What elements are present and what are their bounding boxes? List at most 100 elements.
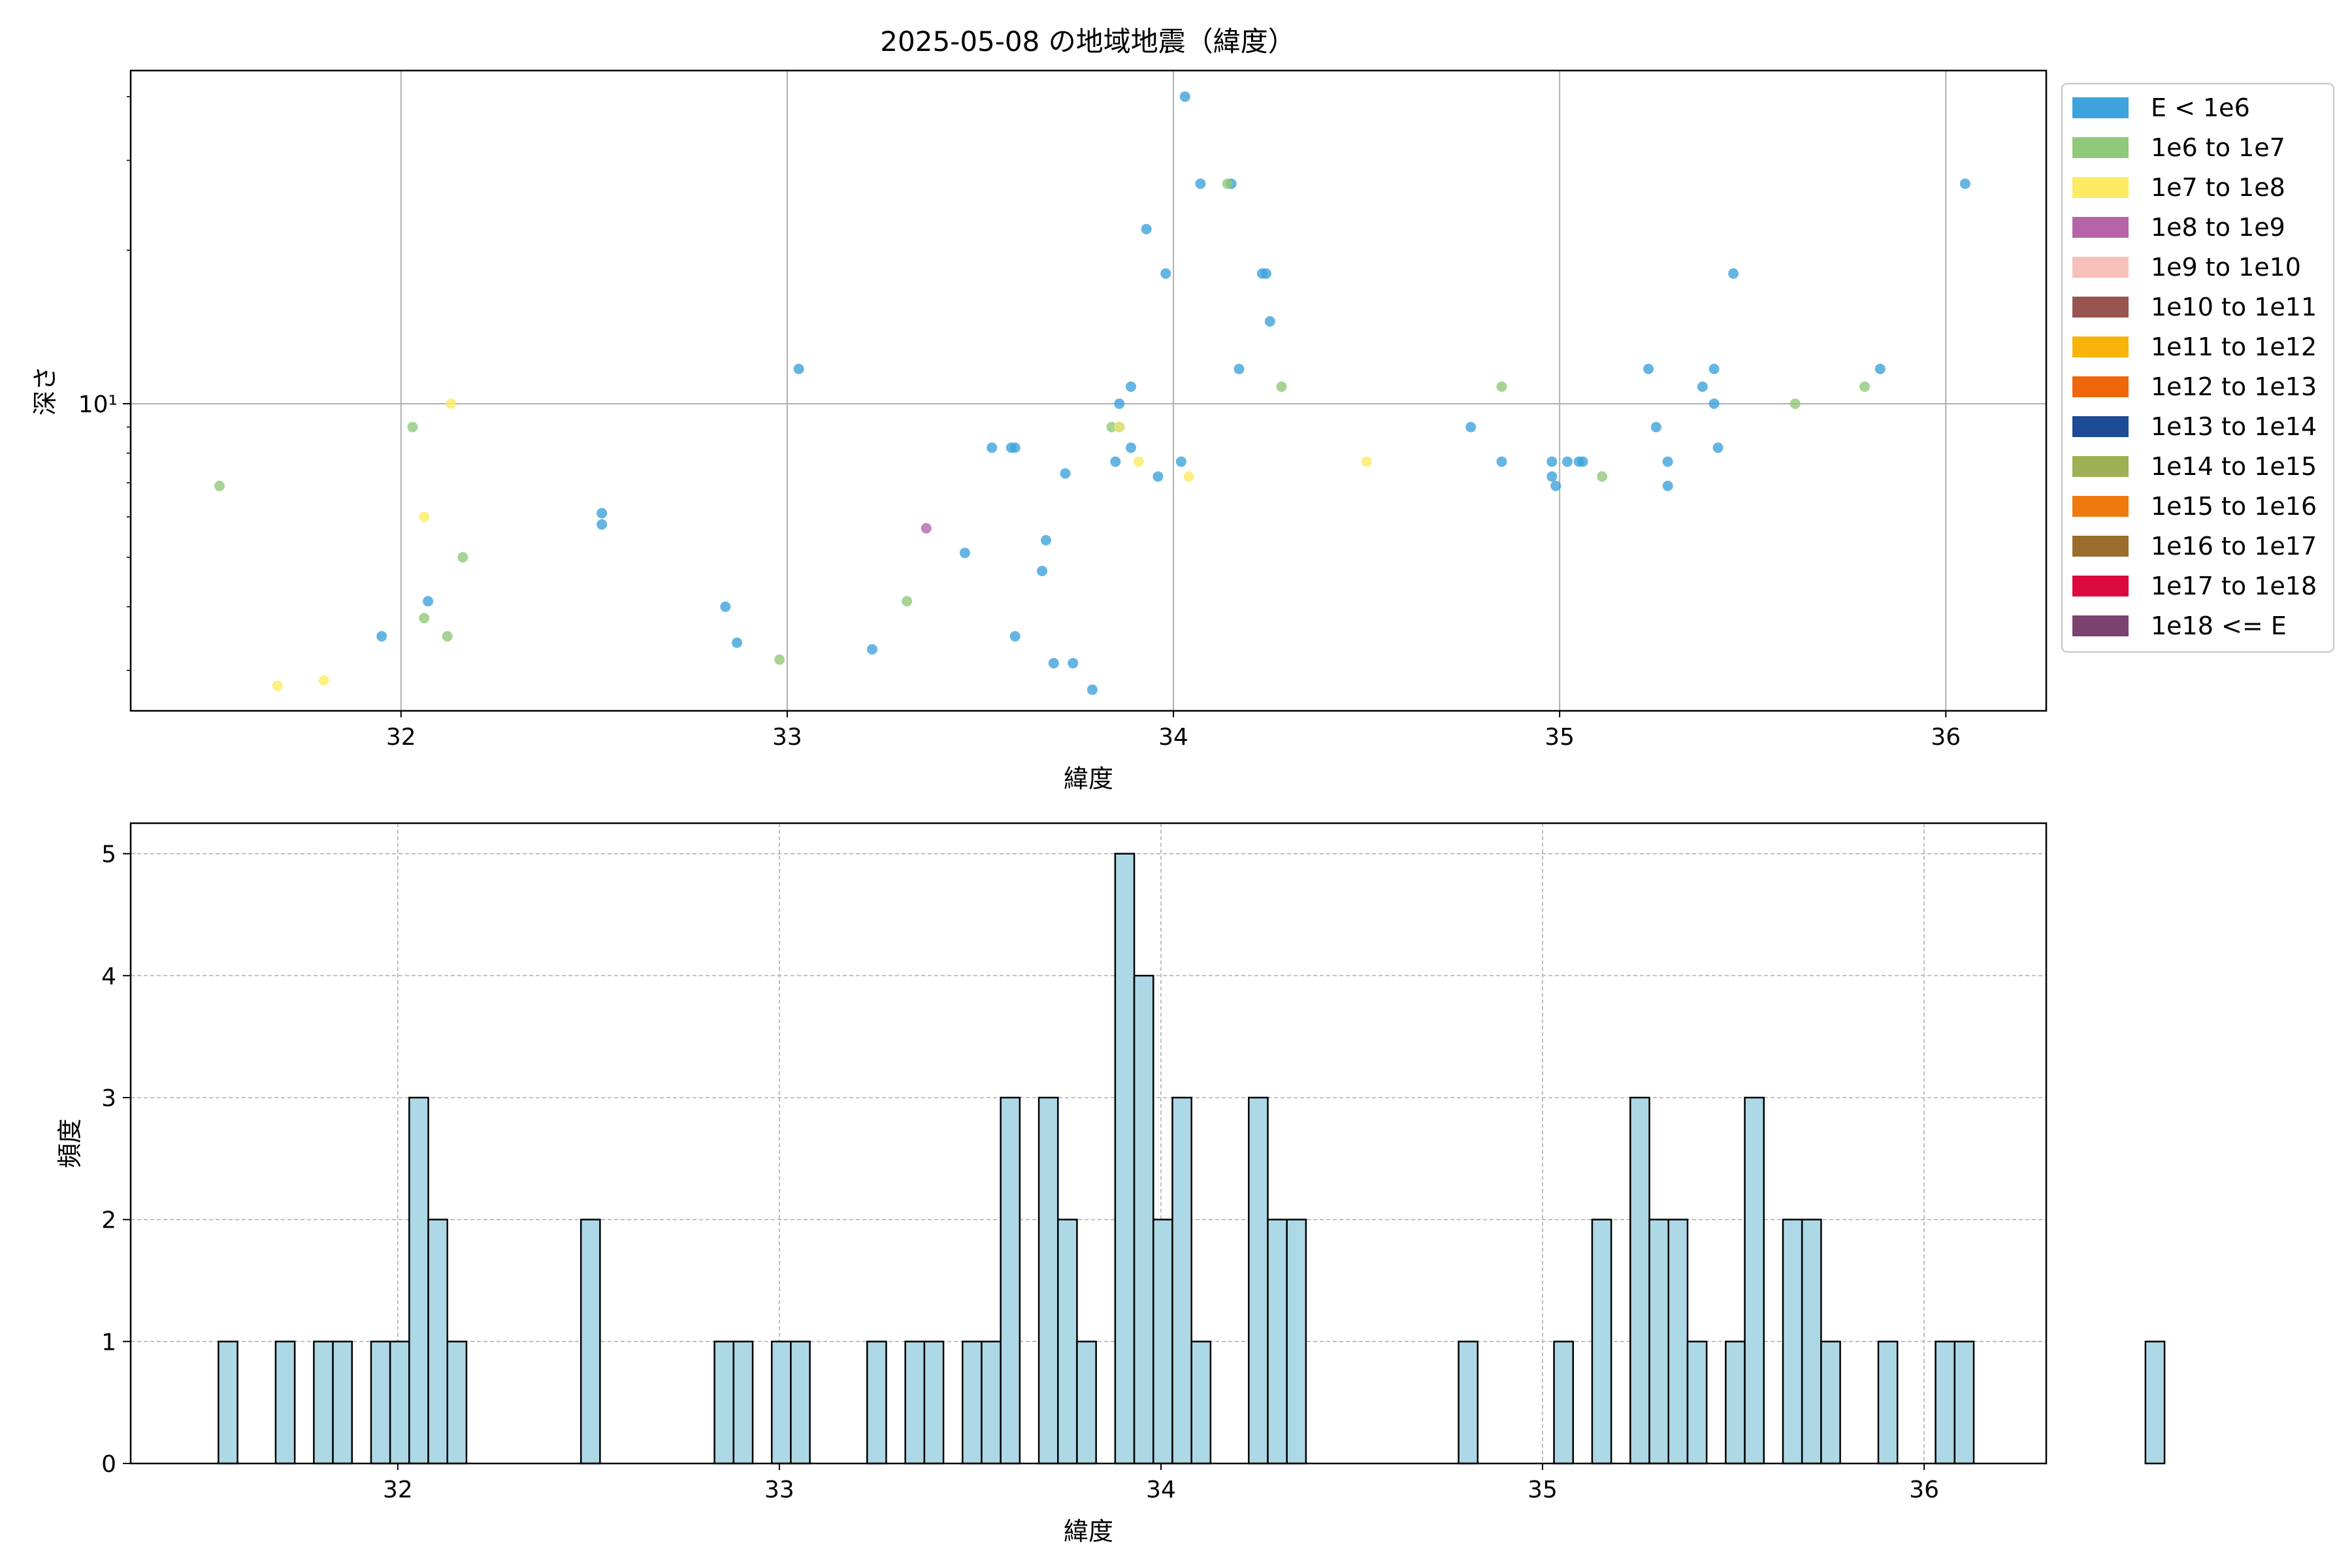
scatter-point xyxy=(1697,381,1708,392)
scatter-point xyxy=(1195,178,1206,189)
scatter-point xyxy=(774,654,785,665)
scatter-point xyxy=(987,442,998,453)
scatter-x-tick-label: 32 xyxy=(386,724,416,751)
scatter-point xyxy=(407,421,418,433)
scatter-x-tick-label: 35 xyxy=(1544,724,1575,751)
histogram-bar xyxy=(1114,853,1135,1465)
legend-label: 1e15 to 1e16 xyxy=(2151,492,2317,521)
scatter-point xyxy=(1708,398,1720,409)
legend-label: 1e13 to 1e14 xyxy=(2151,412,2317,441)
scatter-point xyxy=(1650,421,1661,433)
histogram-bar xyxy=(1725,1341,1746,1465)
histogram-bar xyxy=(2144,1341,2166,1465)
legend-label: 1e16 to 1e17 xyxy=(2151,532,2317,561)
legend-swatch xyxy=(2072,177,2129,198)
scatter-point xyxy=(442,630,453,642)
histogram-bar xyxy=(1152,1218,1173,1465)
scatter-ticks: 32 33 34 35 36 10¹ xyxy=(78,96,1961,751)
legend-swatch xyxy=(2072,536,2129,557)
legend-swatch xyxy=(2072,615,2129,636)
scatter-point xyxy=(921,523,932,534)
scatter-point xyxy=(1141,223,1152,235)
scatter-point xyxy=(1126,381,1137,392)
histogram-bar xyxy=(790,1341,811,1465)
scatter-point xyxy=(1662,456,1673,467)
scatter-point xyxy=(1260,268,1271,279)
legend-frame xyxy=(2061,82,2335,653)
scatter-point xyxy=(446,398,457,409)
scatter-point xyxy=(1040,534,1051,546)
scatter-point xyxy=(720,601,731,612)
histogram-y-tick-label: 5 xyxy=(101,841,116,868)
histogram-bar xyxy=(1037,1096,1059,1465)
scatter-point xyxy=(1086,684,1098,695)
scatter-point xyxy=(1712,442,1723,453)
scatter-point xyxy=(1789,398,1801,409)
histogram-ylabel: 頻度 xyxy=(56,1119,84,1168)
legend-label: 1e6 to 1e7 xyxy=(2151,133,2285,162)
scatter-point xyxy=(866,644,877,655)
histogram-bar xyxy=(1686,1341,1708,1465)
histogram-bar xyxy=(962,1341,983,1465)
scatter-point xyxy=(1859,381,1870,392)
legend-label: 1e7 to 1e8 xyxy=(2151,173,2285,202)
histogram-bar xyxy=(1648,1218,1670,1465)
histogram-bar xyxy=(1171,1096,1192,1465)
scatter-point xyxy=(596,508,608,519)
scatter-point xyxy=(1233,363,1245,374)
histogram-bar xyxy=(866,1341,887,1465)
scatter-plot-frame xyxy=(129,69,2048,712)
histogram-bar xyxy=(1458,1341,1478,1465)
scatter-point xyxy=(1550,480,1561,491)
scatter-point xyxy=(1577,456,1588,467)
histogram-bar xyxy=(923,1341,945,1465)
legend-items: E < 1e6 1e6 to 1e7 1e7 to 1e8 1e8 to 1e9 1e9… xyxy=(2072,93,2317,640)
scatter-xlabel: 緯度 xyxy=(1064,764,1113,793)
scatter-point xyxy=(1068,658,1079,669)
legend-swatch xyxy=(2072,376,2129,397)
histogram-bar xyxy=(1553,1341,1575,1465)
scatter-x-tick-label: 36 xyxy=(1931,724,1961,751)
legend-label: 1e11 to 1e12 xyxy=(2151,333,2317,361)
legend: E < 1e6 1e6 to 1e7 1e7 to 1e8 1e8 to 1e9 1e9… xyxy=(2061,82,2335,653)
scatter-point xyxy=(457,551,468,563)
scatter-point xyxy=(1175,456,1186,467)
scatter-point xyxy=(1152,471,1164,482)
scatter-panel: 2025-05-08 の地域地震（緯度） 32 33 34 35 36 10¹ 緯度 深さ xyxy=(31,25,2048,793)
histogram-bar xyxy=(1667,1218,1689,1465)
scatter-point xyxy=(1114,398,1125,409)
scatter-point xyxy=(376,630,387,642)
scatter-ylabel: 深さ xyxy=(31,366,59,416)
legend-label: 1e14 to 1e15 xyxy=(2151,452,2317,481)
legend-label: 1e9 to 1e10 xyxy=(2151,253,2301,282)
legend-label: 1e18 <= E xyxy=(2151,612,2287,640)
histogram-xlabel: 緯度 xyxy=(1064,1517,1113,1546)
scatter-point xyxy=(959,547,970,559)
histogram-y-tick-label: 1 xyxy=(101,1329,116,1356)
histogram-bar xyxy=(1190,1341,1212,1465)
legend-label: 1e8 to 1e9 xyxy=(2151,213,2285,242)
histogram-bar xyxy=(408,1096,429,1465)
scatter-point xyxy=(1179,91,1190,102)
histogram-bar xyxy=(370,1341,391,1465)
histogram-bar xyxy=(981,1341,1002,1465)
scatter-x-tick-label: 34 xyxy=(1158,724,1188,751)
histogram-plot-frame xyxy=(129,822,2048,1465)
histogram-bar xyxy=(1744,1096,1765,1465)
histogram-bar xyxy=(1133,975,1154,1465)
histogram-bar xyxy=(1286,1218,1307,1465)
scatter-point xyxy=(1009,630,1021,642)
legend-label: E < 1e6 xyxy=(2151,93,2250,122)
legend-swatch xyxy=(2072,257,2129,278)
legend-label: 1e10 to 1e11 xyxy=(2151,293,2317,321)
scatter-point xyxy=(1874,363,1886,374)
scatter-point xyxy=(1048,658,1059,669)
histogram-bar xyxy=(332,1341,353,1465)
histogram-bars xyxy=(218,853,2166,1465)
histogram-bar xyxy=(1248,1096,1269,1465)
scatter-point xyxy=(1160,268,1171,279)
scatter-point xyxy=(1110,456,1121,467)
scatter-point xyxy=(1708,363,1720,374)
